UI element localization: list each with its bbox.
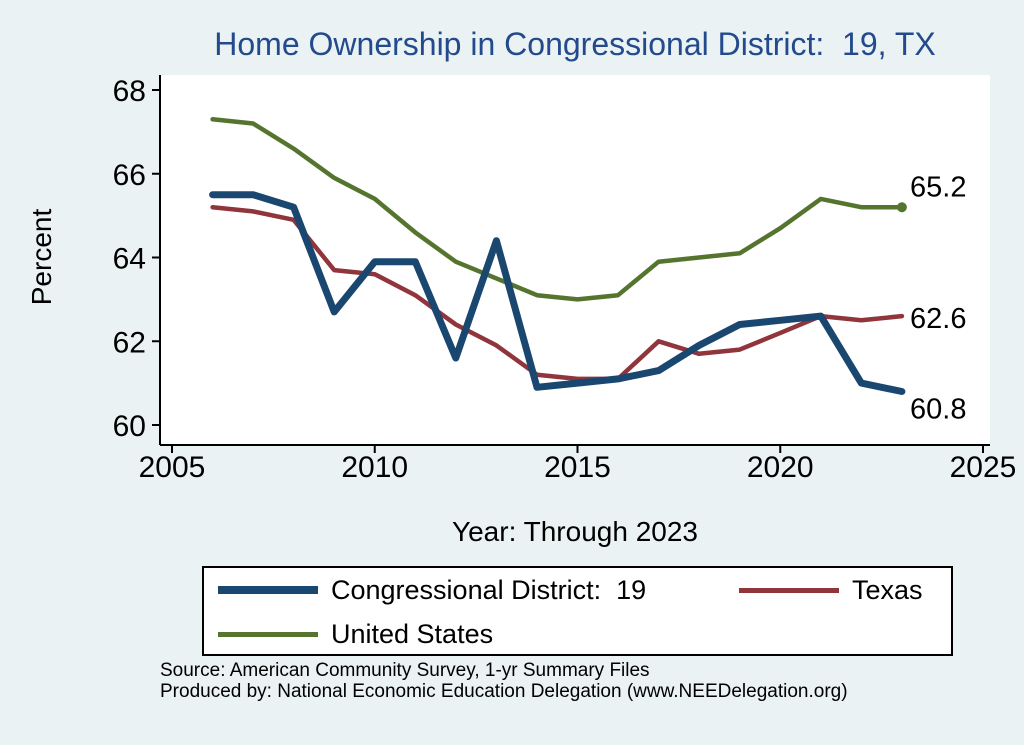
us-end-marker bbox=[896, 202, 907, 213]
legend-row: United States bbox=[204, 612, 951, 656]
series-line-texas bbox=[210, 204, 905, 382]
end-label-cd19: 60.8 bbox=[910, 394, 966, 426]
legend-item-cd19: Congressional District: 19 bbox=[218, 568, 646, 612]
plot-background bbox=[160, 75, 990, 445]
produced-by-line: Produced by: National Economic Education… bbox=[160, 681, 848, 702]
y-axis-label: Percent bbox=[26, 208, 57, 306]
x-tick-label: 2015 bbox=[544, 451, 611, 484]
legend-item-us: United States bbox=[218, 612, 493, 656]
x-tick-label: 2010 bbox=[341, 451, 408, 484]
legend-swatch-cd19 bbox=[218, 586, 318, 594]
source-note: Source: American Community Survey, 1-yr … bbox=[160, 660, 848, 702]
legend: Congressional District: 19 Texas United … bbox=[202, 566, 953, 656]
x-tick-label: 2020 bbox=[747, 451, 814, 484]
x-tick-label: 2005 bbox=[139, 451, 206, 484]
source-line: Source: American Community Survey, 1-yr … bbox=[160, 660, 650, 681]
y-tick-label: 66 bbox=[113, 159, 146, 192]
series-line-us bbox=[210, 117, 905, 302]
end-label-texas: 62.6 bbox=[910, 303, 966, 335]
end-label-us: 65.2 bbox=[910, 171, 966, 203]
y-tick-label: 60 bbox=[113, 410, 146, 443]
y-tick-label: 68 bbox=[113, 75, 146, 108]
y-tick-label: 62 bbox=[113, 326, 146, 359]
legend-row: Congressional District: 19 Texas bbox=[204, 568, 951, 612]
x-tick-label: 2025 bbox=[950, 451, 1017, 484]
legend-label-cd19: Congressional District: 19 bbox=[331, 574, 647, 605]
legend-swatch-texas bbox=[739, 587, 839, 593]
legend-label-texas: Texas bbox=[852, 574, 923, 605]
legend-item-texas: Texas bbox=[739, 568, 923, 612]
chart-title: Home Ownership in Congressional District… bbox=[214, 26, 936, 62]
series-line-cd19 bbox=[209, 191, 906, 395]
legend-label-us: United States bbox=[331, 618, 494, 649]
x-axis-label: Year: Through 2023 bbox=[452, 516, 698, 547]
y-tick-label: 64 bbox=[113, 243, 146, 276]
legend-swatch-us bbox=[218, 631, 318, 637]
